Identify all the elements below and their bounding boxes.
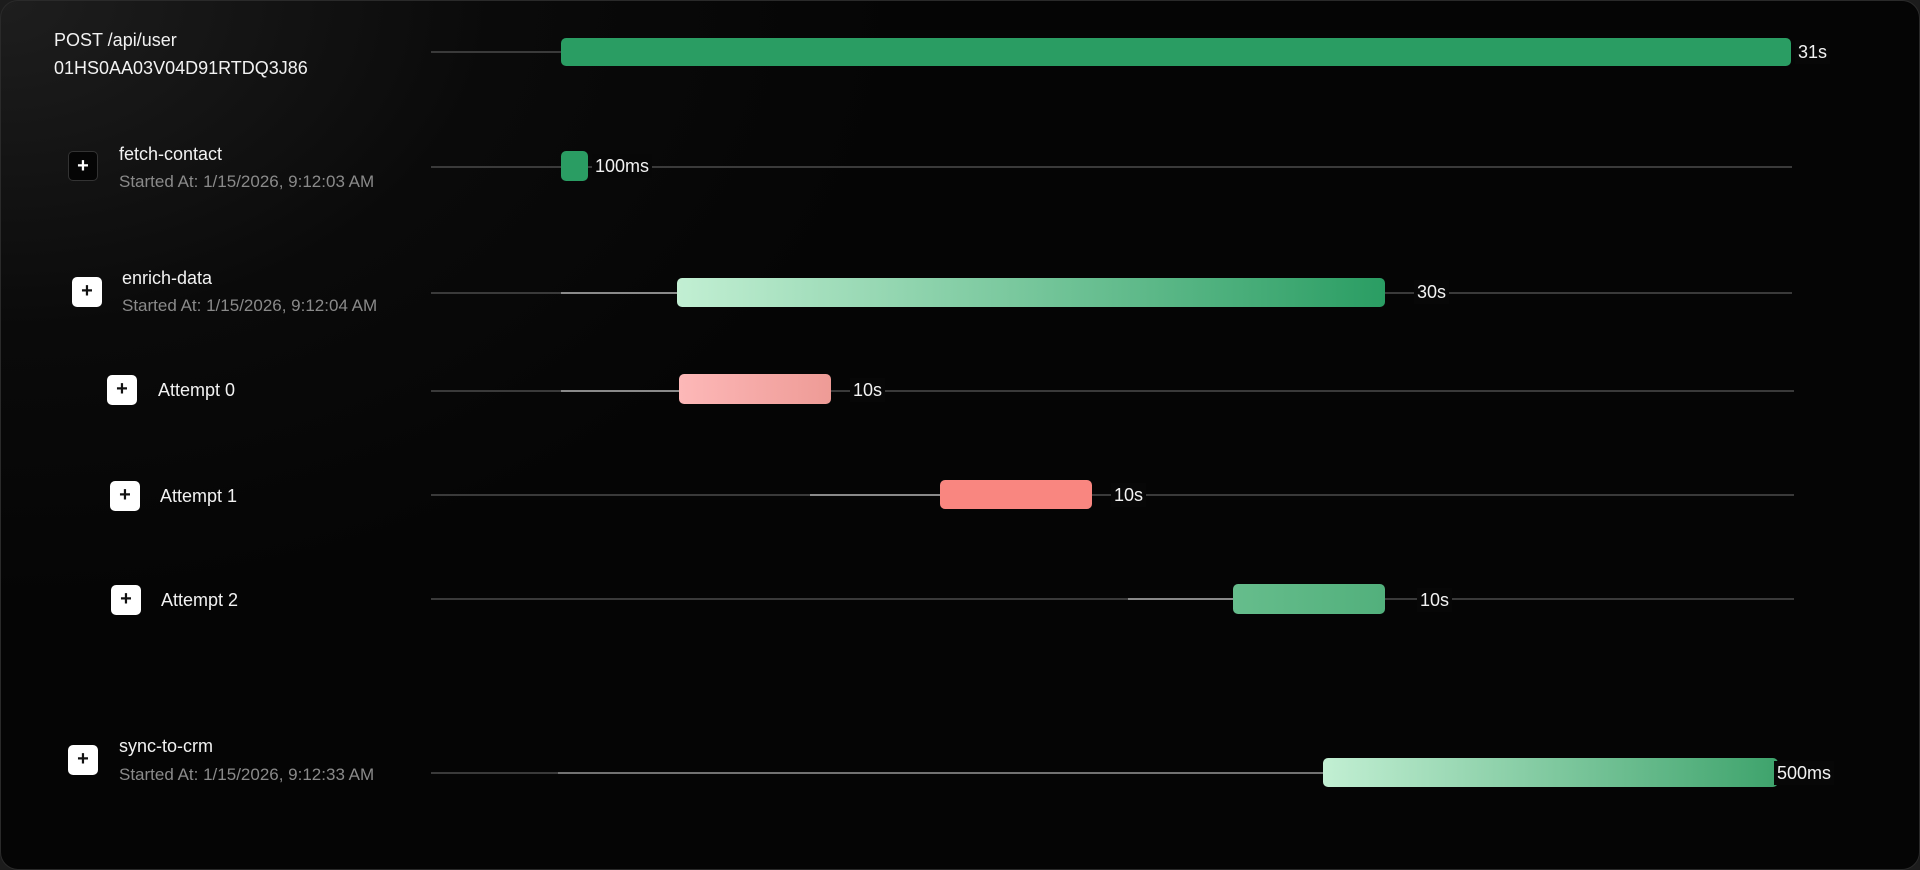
- trace-title: POST /api/user: [54, 30, 177, 50]
- attempt-duration: 10s: [1111, 483, 1147, 507]
- attempt-bar-failed[interactable]: [940, 480, 1092, 509]
- attempt-name: Attempt 1: [160, 486, 238, 506]
- wait-segment: [558, 772, 1323, 774]
- expand-button[interactable]: +: [107, 375, 137, 405]
- span-started-at: Started At: 1/15/2026, 9:12:33 AM: [119, 765, 375, 784]
- root-span-bar[interactable]: [561, 38, 1791, 66]
- timeline-track: [431, 390, 1794, 392]
- timeline-track: [431, 166, 1792, 168]
- wait-segment: [561, 390, 679, 392]
- span-started-at: Started At: 1/15/2026, 9:12:04 AM: [122, 296, 378, 315]
- attempt-name: Attempt 2: [161, 590, 239, 610]
- expand-button[interactable]: +: [72, 277, 102, 307]
- attempt-duration: 10s: [1417, 588, 1453, 612]
- span-name: enrich-data: [122, 268, 213, 288]
- wait-segment: [561, 292, 677, 294]
- wait-segment: [1128, 598, 1233, 600]
- root-duration: 31s: [1795, 40, 1831, 64]
- expand-button[interactable]: +: [68, 745, 98, 775]
- expand-button[interactable]: +: [68, 151, 98, 181]
- expand-button[interactable]: +: [110, 481, 140, 511]
- span-duration: 100ms: [592, 154, 653, 178]
- timeline-track: [431, 51, 561, 53]
- expand-button[interactable]: +: [111, 585, 141, 615]
- span-duration: 500ms: [1774, 761, 1835, 785]
- span-bar[interactable]: [677, 278, 1385, 307]
- attempt-name: Attempt 0: [158, 380, 236, 400]
- span-bar[interactable]: [1323, 758, 1778, 787]
- span-bar[interactable]: [561, 151, 588, 181]
- wait-segment: [810, 494, 940, 496]
- attempt-duration: 10s: [850, 378, 886, 402]
- attempt-bar-failed[interactable]: [679, 374, 831, 404]
- attempt-bar-success[interactable]: [1233, 584, 1385, 614]
- span-name: sync-to-crm: [119, 736, 213, 756]
- trace-id: 01HS0AA03V04D91RTDQ3J86: [54, 58, 308, 78]
- span-duration: 30s: [1414, 280, 1450, 304]
- span-started-at: Started At: 1/15/2026, 9:12:03 AM: [119, 172, 375, 191]
- timeline-track: [431, 598, 1794, 600]
- span-name: fetch-contact: [119, 144, 223, 164]
